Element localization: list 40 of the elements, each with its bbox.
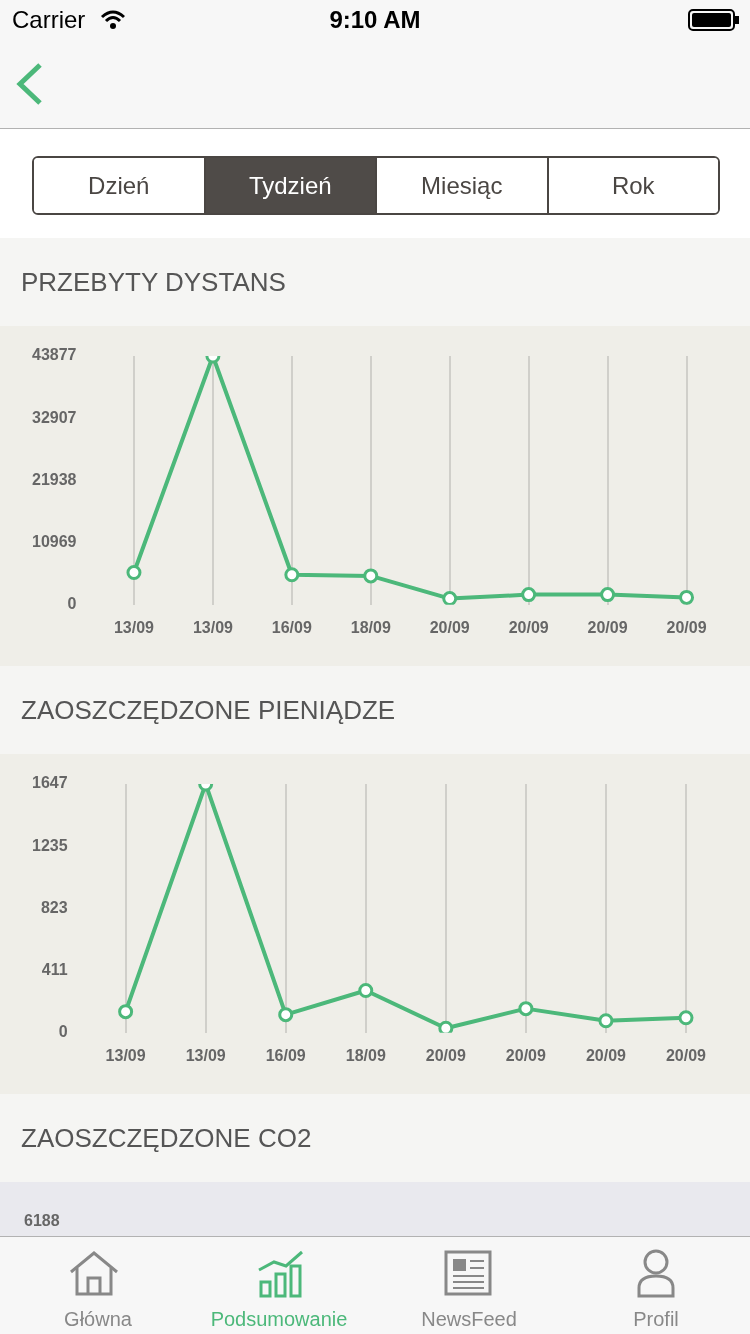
- text: Miesiąc: [375, 158, 547, 213]
- x-tick-label: 20/09: [585, 1046, 627, 1064]
- y-tick-label: 0: [67, 595, 77, 613]
- text: Carrier: [12, 6, 86, 34]
- text: Profil: [632, 1308, 680, 1331]
- x-tick-label: 20/09: [429, 618, 470, 636]
- y-tick-label: 43877: [31, 346, 77, 364]
- y-tick-label: 823: [40, 898, 68, 916]
- x-tick-label: 20/09: [665, 1046, 707, 1064]
- y-tick-label: 411: [41, 961, 68, 979]
- y-tick-label: 0: [58, 1023, 68, 1041]
- text: Dzień: [34, 158, 204, 213]
- x-tick-label: 20/09: [425, 1046, 466, 1064]
- x-tick-label: 13/09: [192, 618, 234, 636]
- text: Podsumowanie: [209, 1308, 349, 1331]
- chart-title: PRZEBYTY DYSTANS: [0, 238, 750, 326]
- x-tick-label: 13/09: [185, 1046, 226, 1064]
- x-tick-label: 18/09: [350, 618, 391, 636]
- x-tick-label: 16/09: [265, 1046, 306, 1064]
- x-tick-label: 20/09: [666, 618, 707, 636]
- text: Tydzień: [203, 158, 375, 213]
- y-tick-label: 10969: [31, 533, 77, 551]
- text: NewsFeed: [420, 1308, 518, 1331]
- text: Główna: [63, 1308, 133, 1331]
- x-tick-label: 20/09: [587, 618, 628, 636]
- text: 6188: [24, 1212, 60, 1230]
- y-tick-label: 1647: [32, 774, 68, 792]
- text: 9:10 AM: [329, 6, 421, 33]
- y-tick-label: 32907: [31, 408, 77, 426]
- y-tick-label: 1235: [32, 836, 68, 854]
- x-tick-label: 20/09: [508, 618, 549, 636]
- text: ZAOSZCZĘDZONE CO2: [0, 1094, 750, 1182]
- x-tick-label: 13/09: [105, 1046, 146, 1064]
- text: Rok: [546, 158, 718, 213]
- x-tick-label: 13/09: [113, 618, 155, 636]
- x-tick-label: 20/09: [505, 1046, 546, 1064]
- y-tick-label: 21938: [31, 470, 77, 488]
- chart-title: ZAOSZCZĘDZONE PIENIĄDZE: [0, 666, 750, 754]
- x-tick-label: 16/09: [271, 618, 312, 636]
- x-tick-label: 18/09: [345, 1046, 386, 1064]
